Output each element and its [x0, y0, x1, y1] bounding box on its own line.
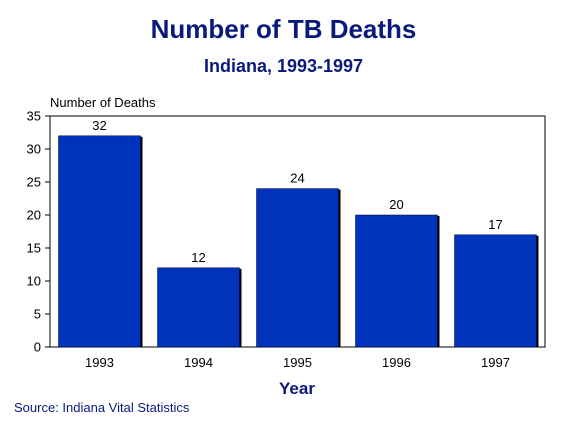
bar-1997 — [454, 234, 537, 348]
chart-title: Number of TB Deaths — [150, 14, 417, 44]
data-label: 17 — [488, 217, 502, 232]
source-note: Source: Indiana Vital Statistics — [14, 400, 190, 415]
bar-1993 — [58, 135, 141, 348]
x-axis-ticks: 1993 1994 1995 1996 1997 — [85, 355, 510, 370]
data-label: 32 — [92, 118, 106, 133]
bar-1995 — [256, 188, 339, 348]
y-tick-label: 30 — [27, 142, 41, 157]
y-tick-label: 5 — [34, 307, 41, 322]
x-tick-label: 1996 — [382, 355, 411, 370]
y-tick-label: 20 — [27, 208, 41, 223]
y-tick-label: 25 — [27, 175, 41, 190]
bar-1996 — [355, 214, 438, 348]
y-axis-ticks: 0 5 10 15 20 25 30 35 — [27, 109, 50, 355]
y-axis-label: Number of Deaths — [50, 95, 156, 110]
x-tick-label: 1997 — [481, 355, 510, 370]
chart-subtitle: Indiana, 1993-1997 — [203, 56, 364, 76]
data-label: 12 — [191, 250, 205, 265]
y-tick-label: 10 — [27, 274, 41, 289]
y-tick-label: 35 — [27, 109, 41, 124]
bar-1994 — [157, 267, 240, 348]
x-tick-label: 1993 — [85, 355, 114, 370]
x-tick-label: 1994 — [184, 355, 213, 370]
x-tick-label: 1995 — [283, 355, 312, 370]
bars: 32 12 24 20 17 — [58, 118, 539, 348]
y-tick-label: 0 — [34, 340, 41, 355]
data-label: 20 — [389, 197, 403, 212]
data-label: 24 — [290, 171, 304, 186]
y-tick-label: 15 — [27, 241, 41, 256]
x-axis-label: Year — [279, 379, 315, 398]
